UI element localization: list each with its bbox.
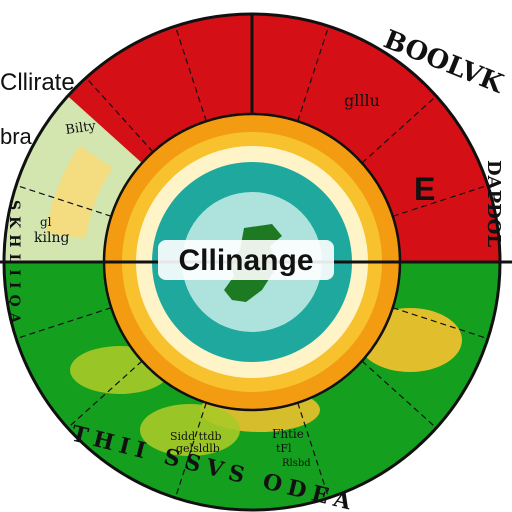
segment-label-bottom-left: Sidd ttdb	[170, 430, 222, 443]
rim-text-left: SKHLIIQA	[6, 200, 22, 330]
spoke-line	[85, 77, 154, 153]
sector-left-pale-inner	[46, 145, 113, 239]
spoke-line	[392, 307, 489, 340]
sector-bottom-green	[4, 262, 500, 510]
segment-label-bottom-left-2: gelsldlb	[176, 442, 220, 455]
spoke-line	[392, 184, 489, 217]
spoke-line	[361, 360, 437, 429]
segment-label-left: kilng	[34, 230, 69, 246]
spoke-line	[174, 402, 207, 499]
segment-label-left-small: gl	[40, 215, 52, 229]
center-title: Cllinange	[178, 244, 313, 277]
segment-label-bottom-right: Fhtie	[272, 427, 304, 441]
side-label-mid-left: bra	[0, 124, 33, 149]
segment-label-bottom-right-2: tFl	[276, 442, 292, 455]
spoke-line	[174, 25, 207, 122]
spoke-line	[15, 184, 112, 217]
segment-label-e: E	[414, 171, 435, 207]
segment-label-upper-left: Bilty	[64, 119, 97, 138]
spokes	[15, 25, 489, 499]
center-title-backdrop	[158, 240, 334, 280]
green-patch-bottom-left	[140, 404, 240, 456]
spoke-line	[297, 402, 330, 499]
rim-text-right: DAPDOL	[483, 160, 504, 247]
segment-label-bottom-right-3: Rlsbd	[282, 458, 311, 469]
sector-top-red	[4, 14, 500, 262]
spoke-line	[15, 307, 112, 340]
segment-label-top-right: glllu	[344, 91, 380, 110]
spoke-line	[361, 95, 437, 164]
spoke-line	[297, 25, 330, 122]
outer-ring	[4, 14, 500, 510]
side-label-top-left: Cllirate	[0, 69, 75, 96]
spoke-line	[67, 360, 143, 429]
